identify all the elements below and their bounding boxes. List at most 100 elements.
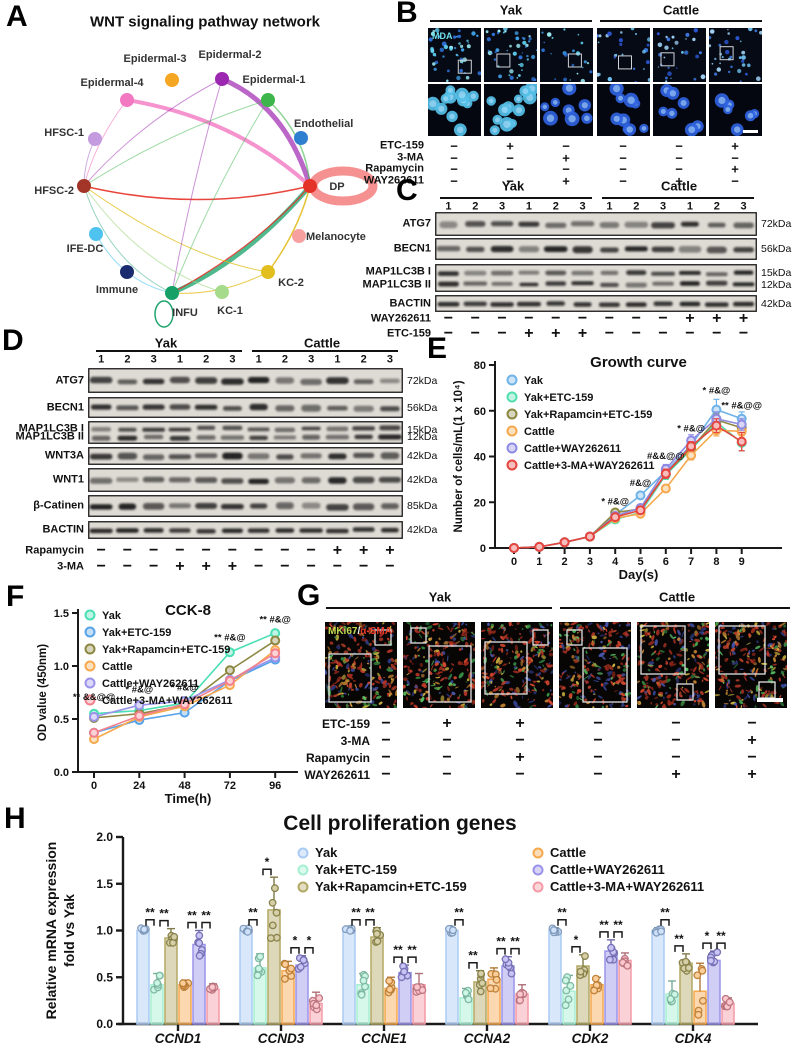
if-speckle xyxy=(350,677,354,680)
cell-dot xyxy=(496,32,500,35)
if-speckle xyxy=(687,629,690,632)
treatment-mark: + xyxy=(442,715,452,732)
if-speckle xyxy=(393,703,396,706)
if-speckle xyxy=(414,654,417,659)
panel-letter-e: E xyxy=(427,332,448,365)
blot-band xyxy=(91,435,111,441)
blot-band xyxy=(169,404,191,410)
if-speckle xyxy=(570,622,577,626)
lane-number: 1 xyxy=(606,200,613,213)
if-speckle xyxy=(432,623,440,626)
treatment-label-WAY262611: WAY262611 xyxy=(304,768,370,782)
if-speckle xyxy=(411,692,415,697)
sig-label: ** xyxy=(674,932,684,946)
if-speckle xyxy=(410,702,413,706)
micrograph-if-3 xyxy=(559,622,631,708)
if-speckle xyxy=(336,660,339,665)
data-dot xyxy=(695,1011,702,1018)
if-speckle xyxy=(574,659,579,664)
cell-dot xyxy=(459,68,463,73)
data-dot xyxy=(374,938,381,945)
if-speckle xyxy=(325,626,329,630)
kda-label: 72kDa xyxy=(407,374,438,387)
if-speckle xyxy=(696,690,699,694)
data-dot xyxy=(254,972,261,979)
x-tick: 7 xyxy=(688,556,694,568)
if-speckle xyxy=(701,622,705,627)
if-speckle xyxy=(349,703,352,707)
blot-band xyxy=(222,452,243,460)
if-speckle xyxy=(590,641,593,645)
if-speckle xyxy=(548,699,553,706)
blot-band xyxy=(301,502,321,509)
if-speckle xyxy=(628,629,631,632)
if-speckle xyxy=(544,699,549,703)
if-speckle xyxy=(656,681,660,685)
if-speckle xyxy=(779,695,782,698)
data-dot xyxy=(281,975,289,983)
if-speckle xyxy=(440,663,444,667)
blot-band xyxy=(519,282,539,287)
if-speckle xyxy=(457,661,462,666)
y-tick: 0.0 xyxy=(96,1017,113,1031)
if-speckle xyxy=(524,677,532,682)
if-speckle xyxy=(754,622,758,626)
if-speckle xyxy=(766,647,771,649)
if-speckle xyxy=(403,691,407,696)
blot-band xyxy=(378,477,401,483)
if-speckle xyxy=(754,645,761,650)
significance-annotation: * #&@ xyxy=(677,423,705,434)
treatment-mark: − xyxy=(253,558,264,575)
if-speckle xyxy=(422,680,428,683)
blot-band xyxy=(168,427,192,432)
data-dot xyxy=(154,979,161,987)
blot-band xyxy=(436,246,461,252)
if-speckle xyxy=(513,700,518,707)
if-speckle xyxy=(536,680,541,683)
if-speckle xyxy=(481,650,483,652)
kda-label: 42kDa xyxy=(407,449,438,462)
treatment-mark: + xyxy=(506,138,514,153)
network-node-label-HFSC-2: HFSC-2 xyxy=(34,185,74,197)
legend-item-Cattle: Cattle xyxy=(524,426,555,438)
lane-number: 3 xyxy=(308,353,315,366)
x-tick: 48 xyxy=(178,780,190,792)
data-dot xyxy=(386,986,393,993)
if-speckle xyxy=(733,663,739,669)
blot-row-becn1 xyxy=(88,397,403,418)
if-speckle xyxy=(409,659,412,664)
sig-label: ** xyxy=(351,906,361,920)
if-speckle xyxy=(457,705,463,708)
cell-dot xyxy=(711,62,714,65)
lane-number: 3 xyxy=(499,200,506,213)
if-speckle xyxy=(457,622,461,626)
treatment-mark: − xyxy=(747,715,757,732)
nucleus-core xyxy=(581,102,588,109)
network-edge-Epidermal-1-INFU xyxy=(171,99,269,294)
cell-dot xyxy=(748,28,753,32)
cell-dot xyxy=(657,66,660,68)
if-speckle xyxy=(772,666,776,671)
nucleus-core xyxy=(613,115,620,122)
rule-line xyxy=(252,350,398,353)
treatment-mark: − xyxy=(675,161,683,177)
legend-item-Cattle+WAY262611: Cattle+WAY262611 xyxy=(524,443,621,455)
treatment-mark: − xyxy=(604,310,615,327)
if-speckle xyxy=(444,676,448,680)
chart-title-H: Cell proliferation genes xyxy=(283,812,516,835)
blot-row-wnt1 xyxy=(88,468,403,492)
treatment-mark: + xyxy=(685,310,695,327)
cell-dot xyxy=(572,49,575,53)
if-speckle xyxy=(487,646,493,651)
sig-bracket xyxy=(290,946,300,954)
inset-box xyxy=(428,645,472,703)
if-speckle xyxy=(723,673,728,680)
if-speckle xyxy=(777,641,782,649)
group-header-cattle: Cattle xyxy=(660,178,698,194)
if-speckle xyxy=(605,705,609,708)
if-speckle xyxy=(461,661,463,666)
nucleus-core xyxy=(438,105,445,112)
cell-dot xyxy=(521,69,523,71)
cell-dot xyxy=(554,78,557,80)
if-speckle xyxy=(729,688,733,693)
